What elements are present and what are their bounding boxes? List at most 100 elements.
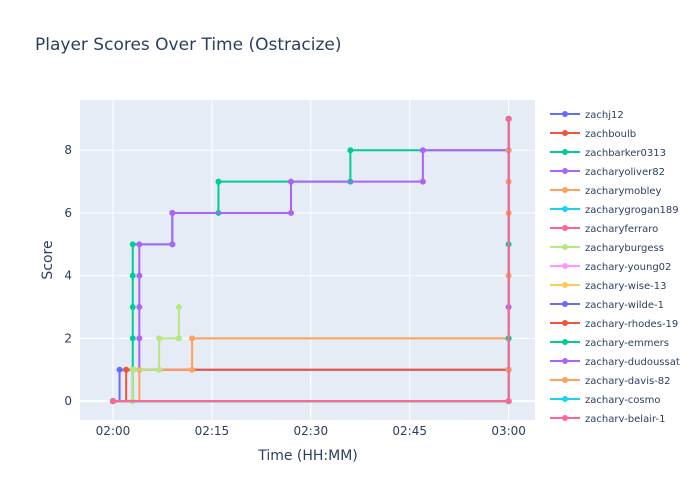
legend-item[interactable]: zacharyburgess (550, 243, 664, 254)
legend-marker (562, 187, 568, 193)
y-tick-label: 4 (64, 269, 72, 283)
series-layer (109, 115, 512, 405)
legend-marker (562, 377, 568, 383)
legend-marker (562, 225, 568, 231)
data-point[interactable] (116, 366, 123, 373)
legend-label: zacharymobley (585, 186, 662, 197)
legend-label: zachary-wise-13 (585, 281, 666, 292)
legend-label: zachboulb (585, 129, 636, 140)
legend-label: zachary-wilde-1 (585, 300, 664, 311)
series-zachary-belair-1 (109, 115, 512, 405)
data-point[interactable] (189, 366, 196, 373)
legend-label: zacharyoliver82 (585, 167, 665, 178)
data-point[interactable] (419, 147, 426, 154)
legend-label: zachary-young02 (585, 262, 671, 273)
legend-marker (562, 244, 568, 250)
data-point[interactable] (123, 366, 130, 373)
y-tick-label: 2 (64, 331, 72, 345)
data-point[interactable] (189, 335, 196, 342)
legend-item[interactable]: zachary-young02 (550, 262, 671, 273)
legend-item[interactable]: zacharymobley (550, 186, 662, 197)
data-point[interactable] (505, 115, 512, 122)
data-point[interactable] (156, 335, 163, 342)
legend-item[interactable]: zachary-davis-82 (550, 376, 671, 387)
data-point[interactable] (347, 147, 354, 154)
legend-marker (562, 301, 568, 307)
legend-marker (562, 206, 568, 212)
y-tick-label: 6 (64, 206, 72, 220)
x-tick-label: 02:30 (294, 424, 329, 438)
legend-label: zachary-belair-1 (585, 414, 665, 425)
legend-label: zachary-cosmo (585, 395, 661, 406)
y-tick-label: 8 (64, 143, 72, 157)
legend-item[interactable]: zachary-wilde-1 (550, 300, 664, 311)
data-point[interactable] (109, 398, 116, 405)
data-point[interactable] (169, 241, 176, 248)
legend-item[interactable]: zachary-wise-13 (550, 281, 666, 292)
legend-marker (562, 130, 568, 136)
data-point[interactable] (136, 335, 143, 342)
data-point[interactable] (215, 178, 222, 185)
legend-label: zachary-davis-82 (585, 376, 671, 387)
legend-items: zachj12 zachboulb zachbarker0313 zacharyoli… (550, 110, 680, 425)
legend-marker (562, 358, 568, 364)
y-tick-label: 0 (64, 394, 72, 408)
data-point[interactable] (129, 241, 136, 248)
data-point[interactable] (129, 272, 136, 279)
legend-item[interactable]: zachbarker0313 (550, 148, 666, 159)
x-tick-label: 02:15 (195, 424, 230, 438)
legend-marker (562, 339, 568, 345)
legend-item[interactable]: zacharygrogan189 (550, 205, 679, 216)
legend[interactable]: zachj12 zachboulb zachbarker0313 zacharyoli… (550, 110, 680, 425)
data-point[interactable] (136, 304, 143, 311)
legend-item[interactable]: zacharyoliver82 (550, 167, 665, 178)
data-point[interactable] (288, 209, 295, 216)
legend-item[interactable]: zacharyferraro (550, 224, 658, 235)
legend-marker (562, 149, 568, 155)
legend-marker (562, 263, 568, 269)
legend-label: zachary-rhodes-19 (585, 319, 678, 330)
legend-item[interactable]: zachary-rhodes-19 (550, 319, 678, 330)
legend-label: zacharygrogan189 (585, 205, 679, 216)
legend-marker (562, 415, 568, 421)
legend-item[interactable]: zachboulb (550, 129, 636, 140)
legend-item[interactable]: zachj12 (550, 110, 624, 121)
data-point[interactable] (175, 304, 182, 311)
x-tick-label: 03:00 (491, 424, 526, 438)
data-point[interactable] (129, 304, 136, 311)
data-point[interactable] (169, 209, 176, 216)
legend-item[interactable]: zachary-cosmo (550, 395, 661, 406)
y-axis-title: Score (40, 240, 56, 279)
legend-marker (562, 111, 568, 117)
legend-label: zacharyferraro (585, 224, 658, 235)
legend-marker (562, 282, 568, 288)
legend-label: zachary-emmers (585, 338, 669, 349)
legend-marker (562, 320, 568, 326)
legend-item[interactable]: zachary-emmers (550, 338, 669, 349)
x-tick-label: 02:00 (96, 424, 131, 438)
data-point[interactable] (136, 272, 143, 279)
legend-marker (562, 168, 568, 174)
data-point[interactable] (419, 178, 426, 185)
data-point[interactable] (175, 335, 182, 342)
chart-title: Player Scores Over Time (Ostracize) (35, 35, 342, 55)
data-point[interactable] (505, 398, 512, 405)
data-point[interactable] (129, 366, 136, 373)
legend-label: zachj12 (585, 110, 624, 121)
data-point[interactable] (136, 241, 143, 248)
legend-label: zacharyburgess (585, 243, 664, 254)
legend-label: zachbarker0313 (585, 148, 666, 159)
y-axis-tick-labels: 0 2 4 6 8 (64, 143, 72, 408)
x-tick-label: 02:45 (392, 424, 427, 438)
legend-item[interactable]: zachary-dudoussat (550, 357, 680, 368)
data-point[interactable] (288, 178, 295, 185)
x-axis-title: Time (HH:MM) (257, 448, 358, 464)
plot-area (80, 100, 535, 420)
x-axis-tick-labels: 02:00 02:15 02:30 02:45 03:00 (96, 424, 526, 438)
data-point[interactable] (129, 335, 136, 342)
legend-item[interactable]: zachary-belair-1 (550, 414, 665, 425)
data-point[interactable] (156, 366, 163, 373)
legend-marker (562, 396, 568, 402)
